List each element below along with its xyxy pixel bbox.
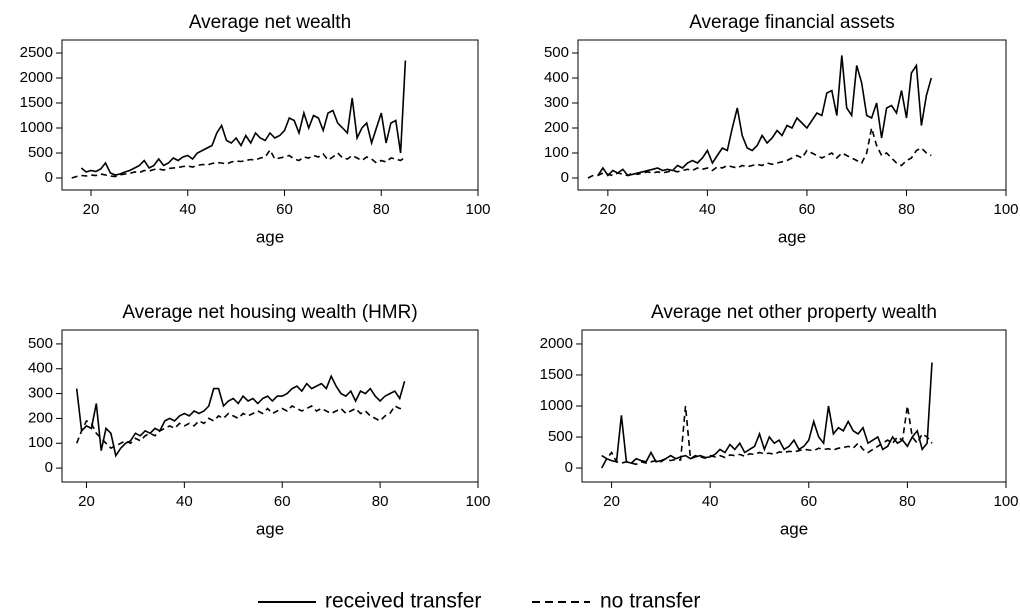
chart-title: Average net housing wealth (HMR) — [122, 302, 417, 323]
y-tick-label: 200 — [28, 409, 53, 426]
x-axis-label: age — [256, 227, 284, 246]
y-tick-label: 1000 — [540, 397, 573, 414]
y-tick-label: 1500 — [20, 94, 53, 111]
y-tick-label: 2000 — [540, 335, 573, 352]
chart-title: Average net wealth — [189, 12, 351, 33]
x-tick-label: 40 — [702, 493, 719, 510]
x-tick-label: 20 — [600, 201, 617, 218]
series-line — [80, 60, 407, 176]
y-tick-label: 0 — [45, 459, 53, 476]
y-tick-label: 2000 — [20, 69, 53, 86]
y-tick-label: 0 — [561, 169, 569, 186]
x-axis-label: age — [778, 227, 806, 246]
series-line — [75, 404, 405, 450]
x-tick-label: 100 — [993, 493, 1018, 510]
legend-label: received transfer — [325, 590, 481, 613]
y-tick-label: 100 — [28, 434, 53, 451]
series-line — [587, 127, 932, 179]
x-tick-label: 80 — [372, 493, 389, 510]
y-tick-label: 1000 — [20, 119, 53, 136]
series-line — [71, 148, 406, 179]
y-tick-label: 500 — [28, 144, 53, 161]
x-axis-label: age — [256, 519, 284, 538]
x-tick-label: 40 — [176, 493, 193, 510]
plot-frame — [61, 329, 479, 483]
y-tick-label: 0 — [565, 459, 573, 476]
series-line — [601, 405, 933, 466]
x-tick-label: 40 — [699, 201, 716, 218]
chart-title: Average net other property wealth — [651, 302, 937, 323]
x-tick-label: 60 — [276, 201, 293, 218]
y-tick-label: 2500 — [20, 44, 53, 61]
x-tick-label: 100 — [465, 201, 490, 218]
x-tick-label: 80 — [373, 201, 390, 218]
y-tick-label: 1500 — [540, 366, 573, 383]
x-tick-label: 20 — [603, 493, 620, 510]
y-tick-label: 300 — [28, 385, 53, 402]
plot-frame — [577, 39, 1007, 191]
y-tick-label: 300 — [544, 94, 569, 111]
plot-frame — [61, 39, 479, 191]
x-tick-label: 60 — [800, 493, 817, 510]
series-line — [600, 362, 933, 469]
x-tick-label: 60 — [274, 493, 291, 510]
legend-label: no transfer — [600, 590, 700, 613]
series-line — [597, 55, 933, 177]
y-tick-label: 500 — [28, 335, 53, 352]
x-tick-label: 20 — [78, 493, 95, 510]
x-tick-label: 100 — [993, 201, 1018, 218]
x-tick-label: 80 — [898, 201, 915, 218]
x-axis-label: age — [780, 519, 808, 538]
y-tick-label: 400 — [28, 360, 53, 377]
x-tick-label: 100 — [465, 493, 490, 510]
y-tick-label: 0 — [45, 169, 53, 186]
x-tick-label: 40 — [179, 201, 196, 218]
y-tick-label: 400 — [544, 69, 569, 86]
y-tick-label: 100 — [544, 144, 569, 161]
chart-title: Average financial assets — [689, 12, 895, 33]
x-tick-label: 60 — [799, 201, 816, 218]
y-tick-label: 200 — [544, 119, 569, 136]
plot-frame — [581, 329, 1007, 483]
x-tick-label: 80 — [899, 493, 916, 510]
y-tick-label: 500 — [544, 44, 569, 61]
y-tick-label: 500 — [548, 428, 573, 445]
x-tick-label: 20 — [83, 201, 100, 218]
series-line — [75, 374, 406, 458]
